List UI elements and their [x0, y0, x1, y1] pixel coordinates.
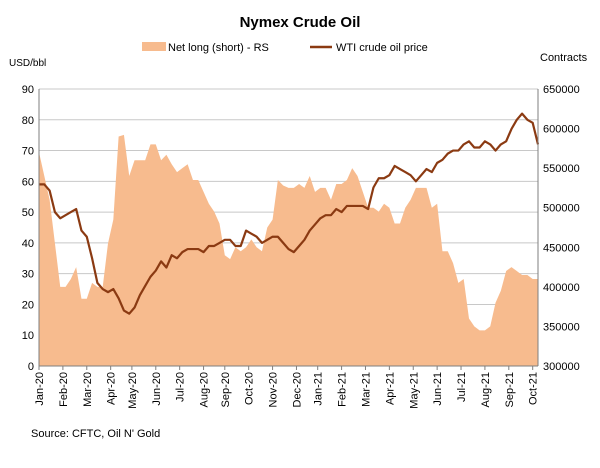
x-tick-label: Feb-21	[337, 372, 349, 407]
x-tick-label: Jul-21	[456, 372, 468, 402]
left-tick-label: 80	[22, 115, 34, 127]
source-note: Source: CFTC, Oil N' Gold	[31, 428, 160, 440]
x-tick-label: Mar-20	[82, 372, 94, 407]
right-tick-label: 350000	[543, 321, 580, 333]
right-tick-label: 550000	[543, 163, 580, 175]
x-tick-label: Dec-20	[291, 372, 303, 407]
right-axis-label: Contracts	[540, 52, 588, 64]
right-tick-label: 650000	[543, 84, 580, 96]
chart-title: Nymex Crude Oil	[240, 14, 361, 31]
right-tick-label: 400000	[543, 282, 580, 294]
x-tick-label: Apr-21	[384, 372, 396, 405]
right-tick-label: 600000	[543, 124, 580, 136]
net-long-area-shape	[39, 134, 538, 366]
x-tick-label: Sep-21	[504, 372, 516, 407]
left-tick-label: 90	[22, 84, 34, 96]
x-tick-label: May-20	[127, 372, 139, 409]
x-tick-label: Oct-20	[244, 372, 256, 405]
x-tick-label: Oct-21	[528, 372, 540, 405]
legend: Net long (short) - RS WTI crude oil pric…	[142, 42, 428, 54]
legend-label-net-long: Net long (short) - RS	[168, 42, 269, 54]
right-tick-label: 500000	[543, 203, 580, 215]
x-tick-label: Nov-20	[268, 372, 280, 407]
wti-price-line	[39, 112, 540, 315]
left-tick-label: 50	[22, 207, 34, 219]
x-tick-label: Jan-21	[313, 372, 325, 406]
x-axis-ticks: Jan-20 Feb-20 Mar-20 Apr-20 May-20 Jun-20 Jul-…	[34, 366, 540, 409]
x-tick-label: Aug-20	[199, 372, 211, 407]
left-tick-label: 20	[22, 299, 34, 311]
x-tick-label: Mar-21	[360, 372, 372, 407]
left-axis-ticks: 0 10 20 30 40 50 60 70 80 90	[22, 84, 34, 373]
net-long-area	[39, 134, 538, 366]
x-tick-label: Jun-21	[432, 372, 444, 406]
left-tick-label: 30	[22, 269, 34, 281]
left-tick-label: 40	[22, 238, 34, 250]
axes	[38, 89, 539, 367]
right-axis-ticks: 300000 350000 400000 450000 500000 550000 6000…	[543, 84, 580, 373]
x-tick-label: Sep-20	[220, 372, 232, 407]
x-tick-label: Aug-21	[480, 372, 492, 407]
x-tick-label: Jun-20	[151, 372, 163, 406]
right-tick-label: 300000	[543, 361, 580, 373]
x-tick-label: May-21	[408, 372, 420, 409]
left-tick-label: 70	[22, 146, 34, 158]
x-tick-label: Jan-20	[34, 372, 46, 406]
x-tick-label: Feb-20	[58, 372, 70, 407]
left-tick-label: 10	[22, 330, 34, 342]
x-tick-label: Apr-20	[106, 372, 118, 405]
wti-price-polyline	[39, 112, 540, 315]
legend-label-wti: WTI crude oil price	[336, 42, 428, 54]
right-tick-label: 450000	[543, 242, 580, 254]
x-tick-label: Jul-20	[175, 372, 187, 402]
legend-swatch-net-long	[142, 42, 166, 51]
left-tick-label: 60	[22, 176, 34, 188]
left-axis-label: USD/bbl	[9, 58, 46, 69]
left-tick-label: 0	[28, 361, 34, 373]
